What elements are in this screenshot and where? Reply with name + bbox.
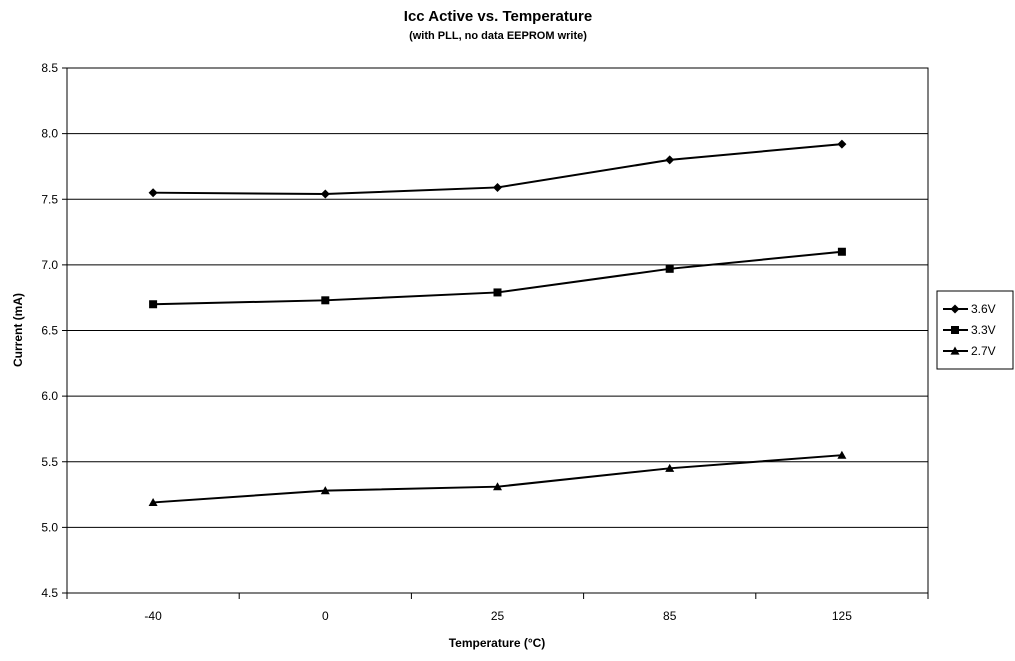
data-point [321, 296, 329, 304]
x-tick-label: 0 [322, 609, 329, 623]
data-point [494, 288, 502, 296]
y-tick-label: 7.5 [41, 192, 58, 206]
legend: 3.6V 3.3V 2.7V [937, 291, 1013, 369]
data-point [321, 190, 330, 199]
y-tick-label: 6.5 [41, 324, 58, 338]
data-point [665, 155, 674, 164]
y-axis: 4.5 5.0 5.5 6.0 6.5 7.0 7.5 8.0 8.5 [41, 61, 67, 600]
x-axis: -40 0 25 85 125 [67, 593, 928, 623]
x-tick-label: -40 [144, 609, 162, 623]
legend-label: 2.7V [971, 344, 996, 358]
series-2.7V [149, 451, 847, 506]
series-3.3V [149, 248, 846, 309]
y-tick-label: 8.5 [41, 61, 58, 75]
legend-label: 3.3V [971, 323, 996, 337]
y-tick-label: 8.0 [41, 127, 58, 141]
series-layer [149, 140, 847, 506]
chart-title: Icc Active vs. Temperature [404, 8, 592, 25]
y-tick-label: 4.5 [41, 586, 58, 600]
x-axis-label: Temperature (°C) [449, 636, 546, 650]
series-3.6V [149, 140, 847, 199]
x-tick-label: 85 [663, 609, 677, 623]
y-axis-label: Current (mA) [11, 293, 25, 367]
y-tick-label: 6.0 [41, 389, 58, 403]
data-point [149, 300, 157, 308]
legend-label: 3.6V [971, 302, 996, 316]
legend-marker [951, 326, 959, 334]
series-line [153, 455, 842, 502]
y-tick-label: 7.0 [41, 258, 58, 272]
data-point [493, 183, 502, 192]
data-point [666, 265, 674, 273]
data-point [838, 248, 846, 256]
data-point [837, 140, 846, 149]
y-tick-label: 5.5 [41, 455, 58, 469]
x-tick-label: 25 [491, 609, 505, 623]
chart-subtitle: (with PLL, no data EEPROM write) [409, 30, 587, 42]
x-tick-label: 125 [832, 609, 852, 623]
y-tick-label: 5.0 [41, 520, 58, 534]
data-point [149, 188, 158, 197]
